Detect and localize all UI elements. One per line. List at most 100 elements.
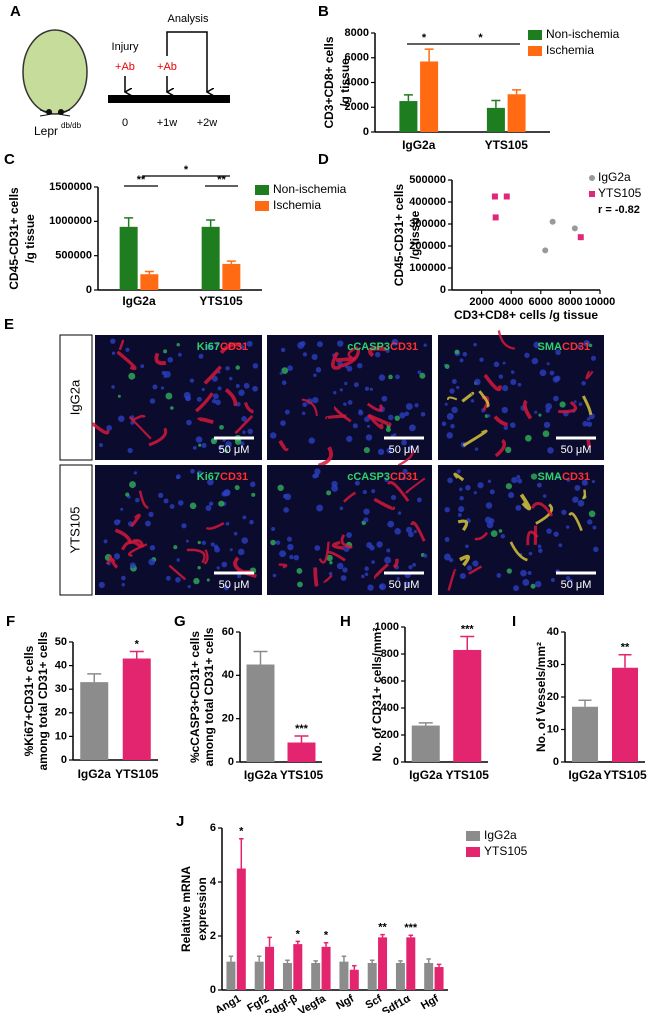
vessel	[338, 348, 360, 369]
nucleus	[542, 494, 547, 498]
nucleus	[246, 340, 253, 347]
nucleus	[312, 396, 319, 404]
y-tick-label: 0	[86, 284, 92, 296]
nucleus	[451, 406, 458, 414]
y-axis-label: /g tissue	[23, 214, 37, 263]
error-bar	[313, 960, 318, 963]
nucleus	[414, 403, 419, 408]
stain-label: cCASP3	[347, 341, 390, 353]
y-tick-label: 40	[547, 626, 559, 638]
nucleus	[201, 540, 207, 546]
nucleus	[344, 381, 348, 386]
nucleus	[525, 434, 532, 442]
nucleus	[242, 515, 247, 520]
nucleus	[539, 369, 547, 377]
nucleus	[333, 390, 337, 395]
nucleus	[367, 584, 374, 591]
error-bar	[369, 959, 375, 963]
nucleus	[280, 420, 286, 426]
nucleus	[195, 436, 203, 443]
nucleus	[313, 373, 317, 378]
nucleus	[581, 381, 586, 386]
nucleus	[444, 364, 450, 369]
nucleus	[297, 341, 305, 349]
nucleus	[510, 378, 517, 386]
nucleus	[496, 573, 502, 578]
nucleus	[446, 413, 454, 420]
nucleus	[517, 382, 522, 387]
nucleus	[208, 501, 214, 506]
nucleus	[506, 568, 512, 574]
nucleus	[241, 416, 247, 422]
panel-label: C	[4, 151, 15, 168]
nucleus	[196, 396, 202, 402]
bar	[486, 107, 505, 132]
vessel	[373, 563, 389, 580]
vessel	[331, 351, 341, 370]
nucleus	[572, 496, 579, 503]
vessel	[478, 390, 490, 408]
nucleus	[236, 401, 241, 407]
y-tick-label: 400000	[409, 196, 446, 208]
bar	[236, 868, 246, 990]
nucleus	[573, 400, 577, 404]
significance: *	[239, 826, 244, 838]
point	[542, 247, 549, 254]
nucleus	[201, 387, 205, 392]
nucleus	[213, 393, 219, 400]
y-tick-label: 1500000	[49, 181, 92, 193]
error-bar	[436, 963, 442, 968]
nucleus	[390, 494, 397, 501]
nucleus	[189, 502, 197, 510]
nucleus	[402, 468, 408, 474]
nucleus	[412, 562, 416, 567]
bar	[424, 963, 434, 990]
nucleus	[550, 577, 555, 583]
nucleus	[308, 437, 315, 444]
legend-swatch	[528, 30, 542, 40]
nucleus	[176, 342, 180, 347]
nucleus	[239, 344, 245, 350]
vessel	[405, 477, 426, 494]
nucleus	[183, 391, 191, 399]
nucleus	[215, 341, 220, 347]
nucleus	[316, 504, 324, 512]
nucleus	[326, 554, 333, 562]
significance: **	[378, 922, 387, 934]
y-tick-label: 0	[553, 756, 559, 768]
nucleus	[283, 493, 288, 499]
vessel	[323, 574, 333, 583]
nucleus	[315, 367, 322, 373]
panel-label: G	[174, 613, 186, 630]
nucleus	[449, 557, 454, 563]
nucleus	[233, 531, 238, 536]
x-tick-label: YTS105	[115, 767, 159, 781]
nucleus	[374, 351, 381, 358]
bar	[321, 946, 331, 990]
vessel	[186, 548, 206, 564]
vessel	[366, 402, 383, 412]
y-tick-label: 600	[381, 675, 399, 687]
nucleus	[510, 370, 515, 374]
nucleus	[513, 585, 520, 592]
nucleus	[553, 395, 559, 402]
nucleus	[145, 520, 151, 527]
nucleus	[537, 548, 543, 554]
error-bar	[380, 933, 385, 938]
stain-label: SMA	[538, 341, 563, 353]
error-bar	[144, 270, 154, 275]
nucleus	[346, 532, 352, 538]
nucleus	[252, 385, 258, 392]
nucleus	[129, 562, 136, 569]
nucleus	[509, 422, 516, 428]
nucleus	[128, 372, 136, 380]
nucleus	[385, 348, 390, 354]
nucleus	[444, 537, 450, 542]
nucleus	[502, 385, 509, 392]
nucleus	[465, 544, 469, 549]
vessel	[278, 563, 288, 569]
legend-swatch	[255, 201, 269, 211]
mouse-body	[22, 29, 88, 115]
y-axis-label: CD45-CD31+ cells	[7, 187, 21, 290]
